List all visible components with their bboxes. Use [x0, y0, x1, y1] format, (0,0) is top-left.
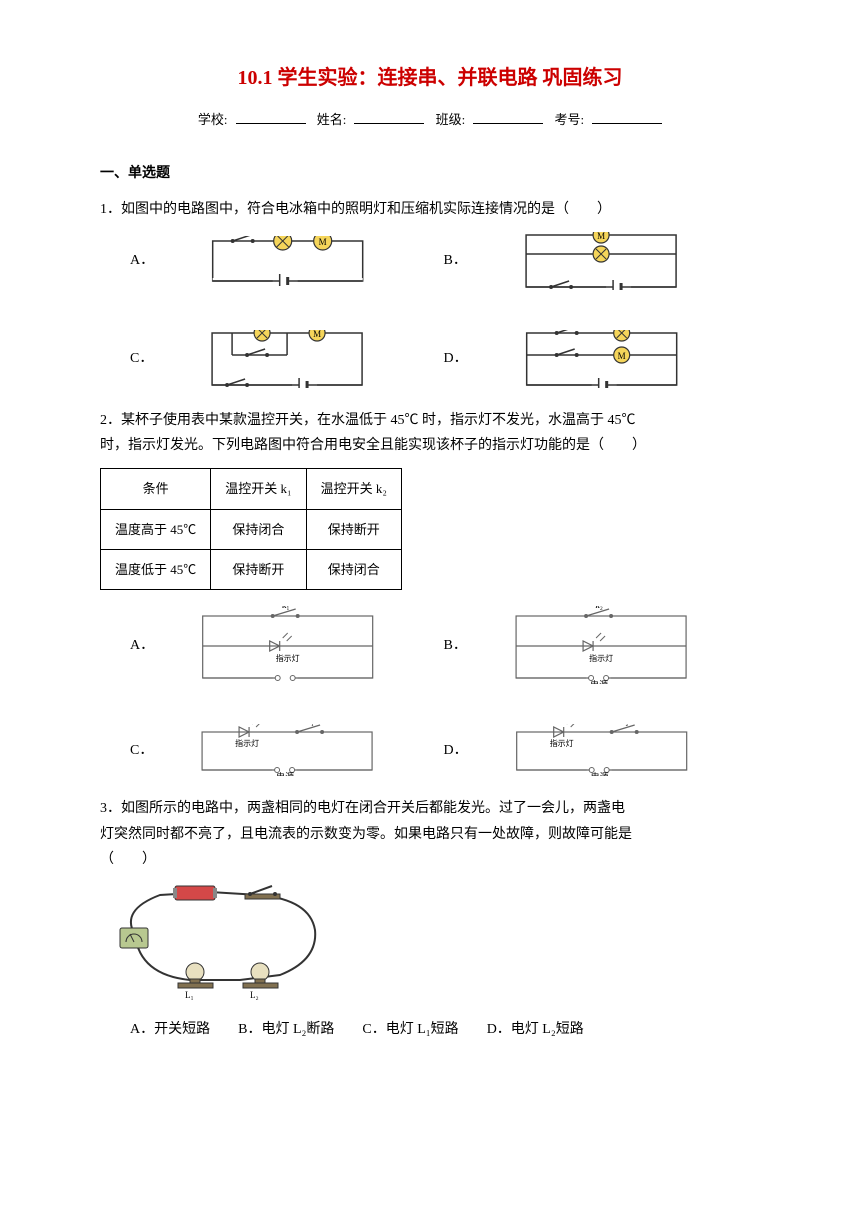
question-2: 2．某杯子使用表中某款温控开关，在水温低于 45℃ 时，指示灯不发光，水温高于 … [100, 408, 760, 777]
table-row: 温度高于 45℃ 保持闭合 保持断开 [101, 509, 402, 549]
q2-line1: 2．某杯子使用表中某款温控开关，在水温低于 45℃ 时，指示灯不发光，水温高于 … [100, 413, 636, 428]
q1-text: 1．如图中的电路图中，符合电冰箱中的照明灯和压缩机实际连接情况的是（ ） [100, 197, 760, 222]
svg-text:M: M [319, 237, 327, 247]
q2-b-label: B． [444, 633, 467, 658]
q2-option-a: A． k₁ 指示灯 电源 [130, 606, 414, 684]
question-3: 3．如图所示的电路中，两盏相同的电灯在闭合开关后都能发光。过了一会儿，两盏电 灯… [100, 796, 760, 1042]
school-blank [236, 110, 306, 124]
svg-text:指示灯: 指示灯 [235, 738, 259, 748]
td: 温度低于 45℃ [101, 549, 211, 589]
q2-a-label: A． [130, 633, 154, 658]
q2-options: A． k₁ 指示灯 电源 [130, 606, 760, 776]
th-k1: 温控开关 k₁ [211, 469, 306, 509]
examno-blank [592, 110, 662, 124]
svg-text:电源: 电源 [590, 771, 608, 776]
q1-a-circuit: M [162, 236, 413, 286]
q3-opt-a: A．开关短路 [130, 1017, 210, 1042]
q3-circuit: L₁ L₂ [100, 880, 760, 1009]
q1-c-label: C． [130, 346, 153, 371]
question-1: 1．如图中的电路图中，符合电冰箱中的照明灯和压缩机实际连接情况的是（ ） A． … [100, 197, 760, 388]
q1-b-circuit: M [475, 232, 727, 290]
q1-options: A． M B． [130, 232, 760, 388]
td: 保持闭合 [306, 549, 401, 589]
q3-line2: 灯突然同时都不亮了，且电流表的示数变为零。如果电路只有一处故障，则故障可能是 [100, 827, 632, 842]
q1-c-circuit: M [161, 330, 413, 388]
class-blank [473, 110, 543, 124]
name-label: 姓名: [317, 112, 347, 127]
table-row: 温度低于 45℃ 保持断开 保持闭合 [101, 549, 402, 589]
q3-opt-d: D．电灯 L₂短路 [487, 1017, 584, 1042]
th-condition: 条件 [101, 469, 211, 509]
q3-line1: 3．如图所示的电路中，两盏相同的电灯在闭合开关后都能发光。过了一会儿，两盏电 [100, 801, 625, 816]
q3-text: 3．如图所示的电路中，两盏相同的电灯在闭合开关后都能发光。过了一会儿，两盏电 灯… [100, 796, 760, 872]
q2-text: 2．某杯子使用表中某款温控开关，在水温低于 45℃ 时，指示灯不发光，水温高于 … [100, 408, 760, 458]
svg-text:M: M [617, 351, 625, 361]
svg-text:L₁: L₁ [185, 990, 194, 1000]
th-k2: 温控开关 k₂ [306, 469, 401, 509]
svg-text:L₂: L₂ [250, 990, 259, 1000]
q1-option-b: B． M [444, 232, 728, 290]
q3-opt-b: B．电灯 L₂断路 [238, 1017, 334, 1042]
svg-text:指示灯: 指示灯 [276, 653, 300, 663]
q1-option-c: C． M [130, 330, 414, 388]
page-title: 10.1 学生实验：连接串、并联电路 巩固练习 [100, 60, 760, 96]
q2-a-circuit: k₁ 指示灯 电源 [162, 606, 413, 684]
q2-c-circuit: 指示灯 k₁ 电源 [161, 724, 413, 776]
q2-table: 条件 温控开关 k₁ 温控开关 k₂ 温度高于 45℃ 保持闭合 保持断开 温度… [100, 468, 402, 590]
name-blank [354, 110, 424, 124]
q1-option-d: D． M [444, 330, 728, 388]
td: 保持断开 [211, 549, 306, 589]
td: 保持闭合 [211, 509, 306, 549]
class-label: 班级: [436, 112, 466, 127]
q2-b-circuit: k₂ 指示灯 电源 [475, 606, 727, 684]
q1-b-label: B． [444, 248, 467, 273]
q3-line3: （ ） [100, 852, 156, 867]
q2-d-circuit: 指示灯 k₂ 电源 [476, 724, 727, 776]
q2-option-d: D． 指示灯 k₂ 电源 [444, 724, 728, 776]
school-label: 学校: [198, 112, 228, 127]
section-1-heading: 一、单选题 [100, 161, 760, 186]
svg-text:k₁: k₁ [307, 724, 315, 726]
q1-d-circuit: M [476, 330, 727, 388]
examno-label: 考号: [555, 112, 585, 127]
svg-text:指示灯: 指示灯 [589, 653, 613, 663]
td: 保持断开 [306, 509, 401, 549]
svg-text:电源: 电源 [590, 679, 608, 684]
q2-c-label: C． [130, 738, 153, 763]
q2-d-label: D． [444, 738, 468, 763]
svg-text:M: M [313, 330, 321, 339]
svg-text:指示灯: 指示灯 [549, 738, 573, 748]
svg-text:k₁: k₁ [282, 606, 290, 610]
q2-line2: 时，指示灯发光。下列电路图中符合用电安全且能实现该杯子的指示灯功能的是（ ） [100, 438, 646, 453]
q2-option-c: C． 指示灯 k₁ 电源 [130, 724, 414, 776]
student-info-row: 学校: 姓名: 班级: 考号: [100, 108, 760, 131]
svg-text:k₂: k₂ [595, 606, 603, 610]
td: 温度高于 45℃ [101, 509, 211, 549]
svg-text:M: M [597, 232, 605, 241]
q1-option-a: A． M [130, 232, 414, 290]
table-row: 条件 温控开关 k₁ 温控开关 k₂ [101, 469, 402, 509]
svg-text:k₂: k₂ [620, 724, 628, 726]
q2-option-b: B． k₂ 指示灯 电源 [444, 606, 728, 684]
svg-text:电源: 电源 [276, 771, 294, 776]
q3-options: A．开关短路 B．电灯 L₂断路 C．电灯 L₁短路 D．电灯 L₂短路 [100, 1017, 760, 1042]
q1-a-label: A． [130, 248, 154, 273]
q1-d-label: D． [444, 346, 468, 371]
q3-opt-c: C．电灯 L₁短路 [362, 1017, 458, 1042]
